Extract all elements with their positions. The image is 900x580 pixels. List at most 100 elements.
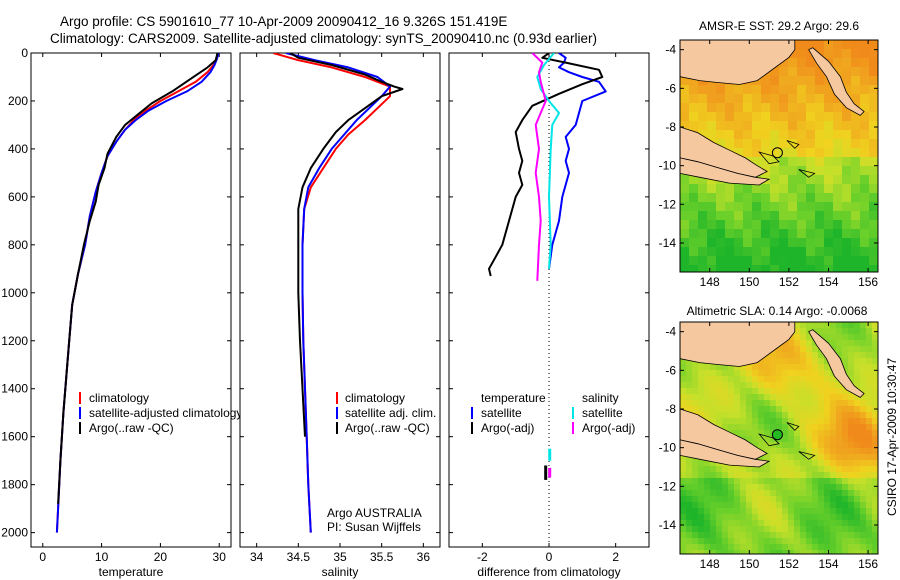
field-cell [764, 484, 771, 491]
field-cell [842, 256, 852, 266]
field-cell [689, 238, 699, 248]
field-cell [734, 112, 744, 122]
field-cell [836, 514, 843, 521]
field-cell [866, 454, 873, 461]
field-cell [728, 376, 735, 383]
field-cell [872, 502, 878, 509]
field-cell [734, 85, 744, 95]
field-cell [728, 406, 735, 413]
field-cell [686, 496, 693, 503]
field-cell [686, 532, 693, 539]
field-cell [758, 466, 765, 473]
field-cell [815, 157, 825, 167]
field-cell [866, 442, 873, 449]
field-cell [740, 526, 747, 533]
field-cell [722, 364, 729, 371]
field-cell [848, 514, 855, 521]
argo-program-label: Argo AUSTRALIA [327, 506, 422, 520]
field-cell [779, 67, 789, 77]
field-cell [722, 400, 729, 407]
field-cell [758, 550, 765, 554]
field-cell [800, 358, 807, 365]
field-cell [728, 538, 735, 545]
field-cell [833, 130, 843, 140]
field-cell [689, 94, 699, 104]
field-cell [740, 376, 747, 383]
field-cell [848, 364, 855, 371]
field-cell [860, 430, 867, 437]
field-cell [686, 478, 693, 485]
field-cell [692, 376, 699, 383]
field-cell [836, 508, 843, 515]
field-cell [830, 490, 837, 497]
field-cell [746, 424, 753, 431]
field-cell [812, 550, 819, 554]
field-cell [815, 76, 825, 86]
field-cell [758, 484, 765, 491]
field-cell [710, 544, 717, 551]
field-cell [776, 502, 783, 509]
field-cell [686, 400, 693, 407]
field-cell [872, 340, 878, 347]
field-cell [692, 526, 699, 533]
field-cell [824, 328, 831, 335]
field-cell [830, 520, 837, 527]
field-cell [722, 496, 729, 503]
field-cell [800, 394, 807, 401]
field-cell [806, 502, 813, 509]
field-cell [854, 412, 861, 419]
field-cell [788, 340, 795, 347]
field-cell [866, 424, 873, 431]
field-cell [722, 478, 729, 485]
field-cell [815, 238, 825, 248]
field-cell [710, 466, 717, 473]
field-cell [734, 526, 741, 533]
field-cell [824, 112, 834, 122]
field-cell [812, 520, 819, 527]
field-cell [740, 514, 747, 521]
field-cell [788, 220, 798, 230]
field-cell [836, 424, 843, 431]
field-cell [842, 328, 849, 335]
field-cell [797, 40, 807, 50]
field-cell [788, 376, 795, 383]
field-cell [764, 520, 771, 527]
field-cell [725, 112, 735, 122]
field-cell [752, 544, 759, 551]
field-cell [842, 400, 849, 407]
field-cell [692, 478, 699, 485]
field-cell [776, 514, 783, 521]
field-cell [806, 166, 816, 176]
field-cell [860, 490, 867, 497]
field-cell [788, 550, 795, 554]
field-cell [824, 526, 831, 533]
field-cell [740, 382, 747, 389]
field-cell [758, 406, 765, 413]
field-cell [770, 478, 777, 485]
field-cell [734, 406, 741, 413]
field-cell [833, 157, 843, 167]
landmass [680, 157, 771, 186]
field-cell [770, 400, 777, 407]
field-cell [761, 193, 771, 203]
field-cell [716, 406, 723, 413]
field-cell [704, 514, 711, 521]
field-cell [806, 496, 813, 503]
field-cell [782, 406, 789, 413]
field-cell [734, 220, 744, 230]
field-cell [686, 550, 693, 554]
field-cell [860, 514, 867, 521]
field-cell [698, 400, 705, 407]
field-cell [770, 139, 780, 149]
field-cell [812, 532, 819, 539]
field-cell [707, 184, 717, 194]
legend-label-temp-argo: Argo(-adj) [481, 421, 534, 435]
field-cell [764, 364, 771, 371]
field-cell [824, 157, 834, 167]
field-cell [806, 388, 813, 395]
field-cell [764, 412, 771, 419]
field-cell [836, 352, 843, 359]
field-cell [851, 148, 861, 158]
field-cell [836, 466, 843, 473]
x-tick-label: 156 [858, 275, 878, 289]
